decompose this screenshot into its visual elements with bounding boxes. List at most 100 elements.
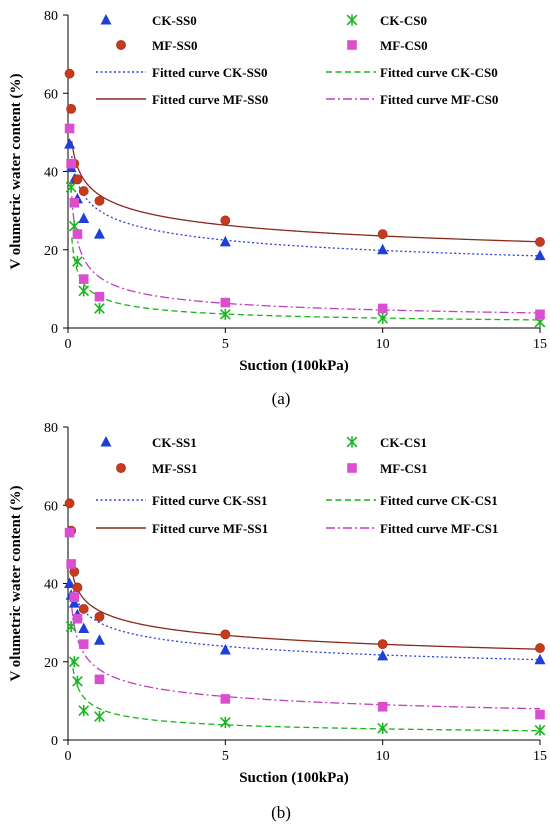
data-point — [94, 674, 105, 685]
data-point — [68, 597, 80, 608]
legend-label: CK-CS0 — [380, 13, 427, 28]
y-tick-label: 20 — [44, 656, 58, 671]
chart-panel-1: 0 20 40 60 80 0 5 10 15 Suction (100kPa) V olumetr… — [8, 9, 547, 408]
legend-marker — [347, 40, 357, 50]
data-point — [64, 527, 75, 538]
data-point — [220, 694, 231, 704]
chart-panel-2: 0 20 40 60 80 0 5 10 15 Suction (100kPa) V olumetr… — [8, 421, 547, 822]
legend-marker — [100, 14, 112, 25]
legend-label: Fitted curve MF-SS0 — [152, 92, 268, 107]
data-point — [535, 643, 545, 653]
x-tick-label: 5 — [222, 337, 229, 352]
legend-label: Fitted curve CK-CS1 — [380, 493, 498, 508]
x-tick-label: 10 — [376, 337, 390, 352]
data-point — [93, 634, 105, 645]
y-tick-label: 20 — [44, 244, 58, 259]
data-point — [66, 559, 76, 569]
data-point — [535, 237, 545, 247]
series-ck-cs1 — [65, 620, 546, 736]
legend-label: MF-SS1 — [152, 461, 198, 476]
data-point — [64, 123, 75, 134]
legend-label: MF-CS0 — [380, 38, 428, 53]
legend-marker — [347, 463, 357, 473]
y-tick-label: 40 — [44, 578, 58, 593]
series-ck-ss1 — [64, 577, 546, 665]
data-point — [72, 675, 83, 687]
y-tick-label: 80 — [44, 421, 58, 436]
series-mf-cs0 — [64, 123, 545, 320]
legend-label: Fitted curve MF-SS1 — [152, 521, 268, 536]
data-point — [66, 104, 77, 114]
y-axis-label: V olumetric water content (%) — [8, 485, 24, 681]
data-point — [535, 709, 545, 720]
fitted-curve-4 — [71, 606, 541, 710]
data-point — [94, 302, 105, 315]
fitted-curve-3 — [71, 569, 541, 650]
data-point — [72, 174, 83, 185]
data-point — [377, 229, 388, 239]
y-tick-label: 60 — [44, 499, 58, 514]
legend-label: MF-CS1 — [380, 461, 428, 476]
data-point — [72, 613, 83, 624]
data-point — [78, 274, 89, 284]
data-point — [534, 653, 546, 665]
data-point — [94, 710, 105, 723]
x-axis-label: Suction (100kPa) — [239, 770, 349, 786]
data-point — [78, 705, 90, 717]
legend-label: CK-SS0 — [152, 13, 197, 28]
data-point — [78, 639, 89, 649]
fitted-curve-2 — [71, 237, 541, 321]
x-tick-label: 10 — [376, 749, 390, 764]
data-point — [534, 249, 546, 261]
y-tick-label: 0 — [51, 734, 58, 749]
data-point — [72, 582, 83, 593]
data-point — [377, 303, 388, 314]
series-mf-cs1 — [64, 527, 545, 720]
series-ck-ss0 — [64, 138, 546, 261]
y-tick-label: 60 — [44, 87, 58, 102]
panel-label: (a) — [272, 389, 291, 408]
x-tick-label: 0 — [65, 337, 72, 352]
data-point — [94, 611, 105, 622]
data-point — [377, 639, 388, 650]
x-tick-label: 5 — [222, 749, 229, 764]
data-point — [534, 724, 546, 736]
y-tick-label: 0 — [51, 322, 58, 337]
legend-label: Fitted curve CK-SS1 — [152, 493, 268, 508]
x-axis-label: Suction (100kPa) — [239, 358, 349, 374]
legend-label: MF-SS0 — [152, 38, 198, 53]
legend-marker — [116, 463, 126, 473]
legend-label: Fitted curve CK-SS0 — [152, 65, 268, 80]
data-point — [219, 716, 231, 728]
legend-label: CK-SS1 — [152, 435, 197, 450]
data-point — [219, 644, 231, 655]
data-point — [377, 243, 389, 255]
data-point — [64, 68, 75, 79]
legend-marker — [346, 436, 358, 448]
panel-label: (b) — [271, 803, 291, 822]
legend-label: CK-CS1 — [380, 435, 427, 450]
series-ck-cs0 — [65, 181, 546, 328]
data-point — [377, 312, 389, 324]
data-point — [72, 229, 83, 239]
data-point — [68, 656, 80, 668]
data-point — [78, 622, 90, 633]
data-point — [377, 649, 389, 661]
data-point — [69, 198, 80, 208]
legend-marker — [116, 40, 126, 50]
data-point — [220, 629, 231, 640]
data-point — [535, 309, 545, 320]
y-tick-label: 80 — [44, 9, 58, 24]
data-point — [78, 186, 89, 196]
legend-label: Fitted curve MF-CS0 — [380, 92, 498, 107]
legend-marker — [346, 14, 358, 26]
fitted-curve-1 — [71, 156, 541, 257]
data-point — [64, 138, 76, 149]
x-tick-label: 15 — [533, 749, 547, 764]
y-axis-label: V olumetric water content (%) — [8, 73, 24, 269]
data-point — [219, 235, 231, 247]
data-point — [220, 215, 231, 226]
legend-marker — [100, 436, 112, 447]
x-tick-label: 15 — [533, 337, 547, 352]
